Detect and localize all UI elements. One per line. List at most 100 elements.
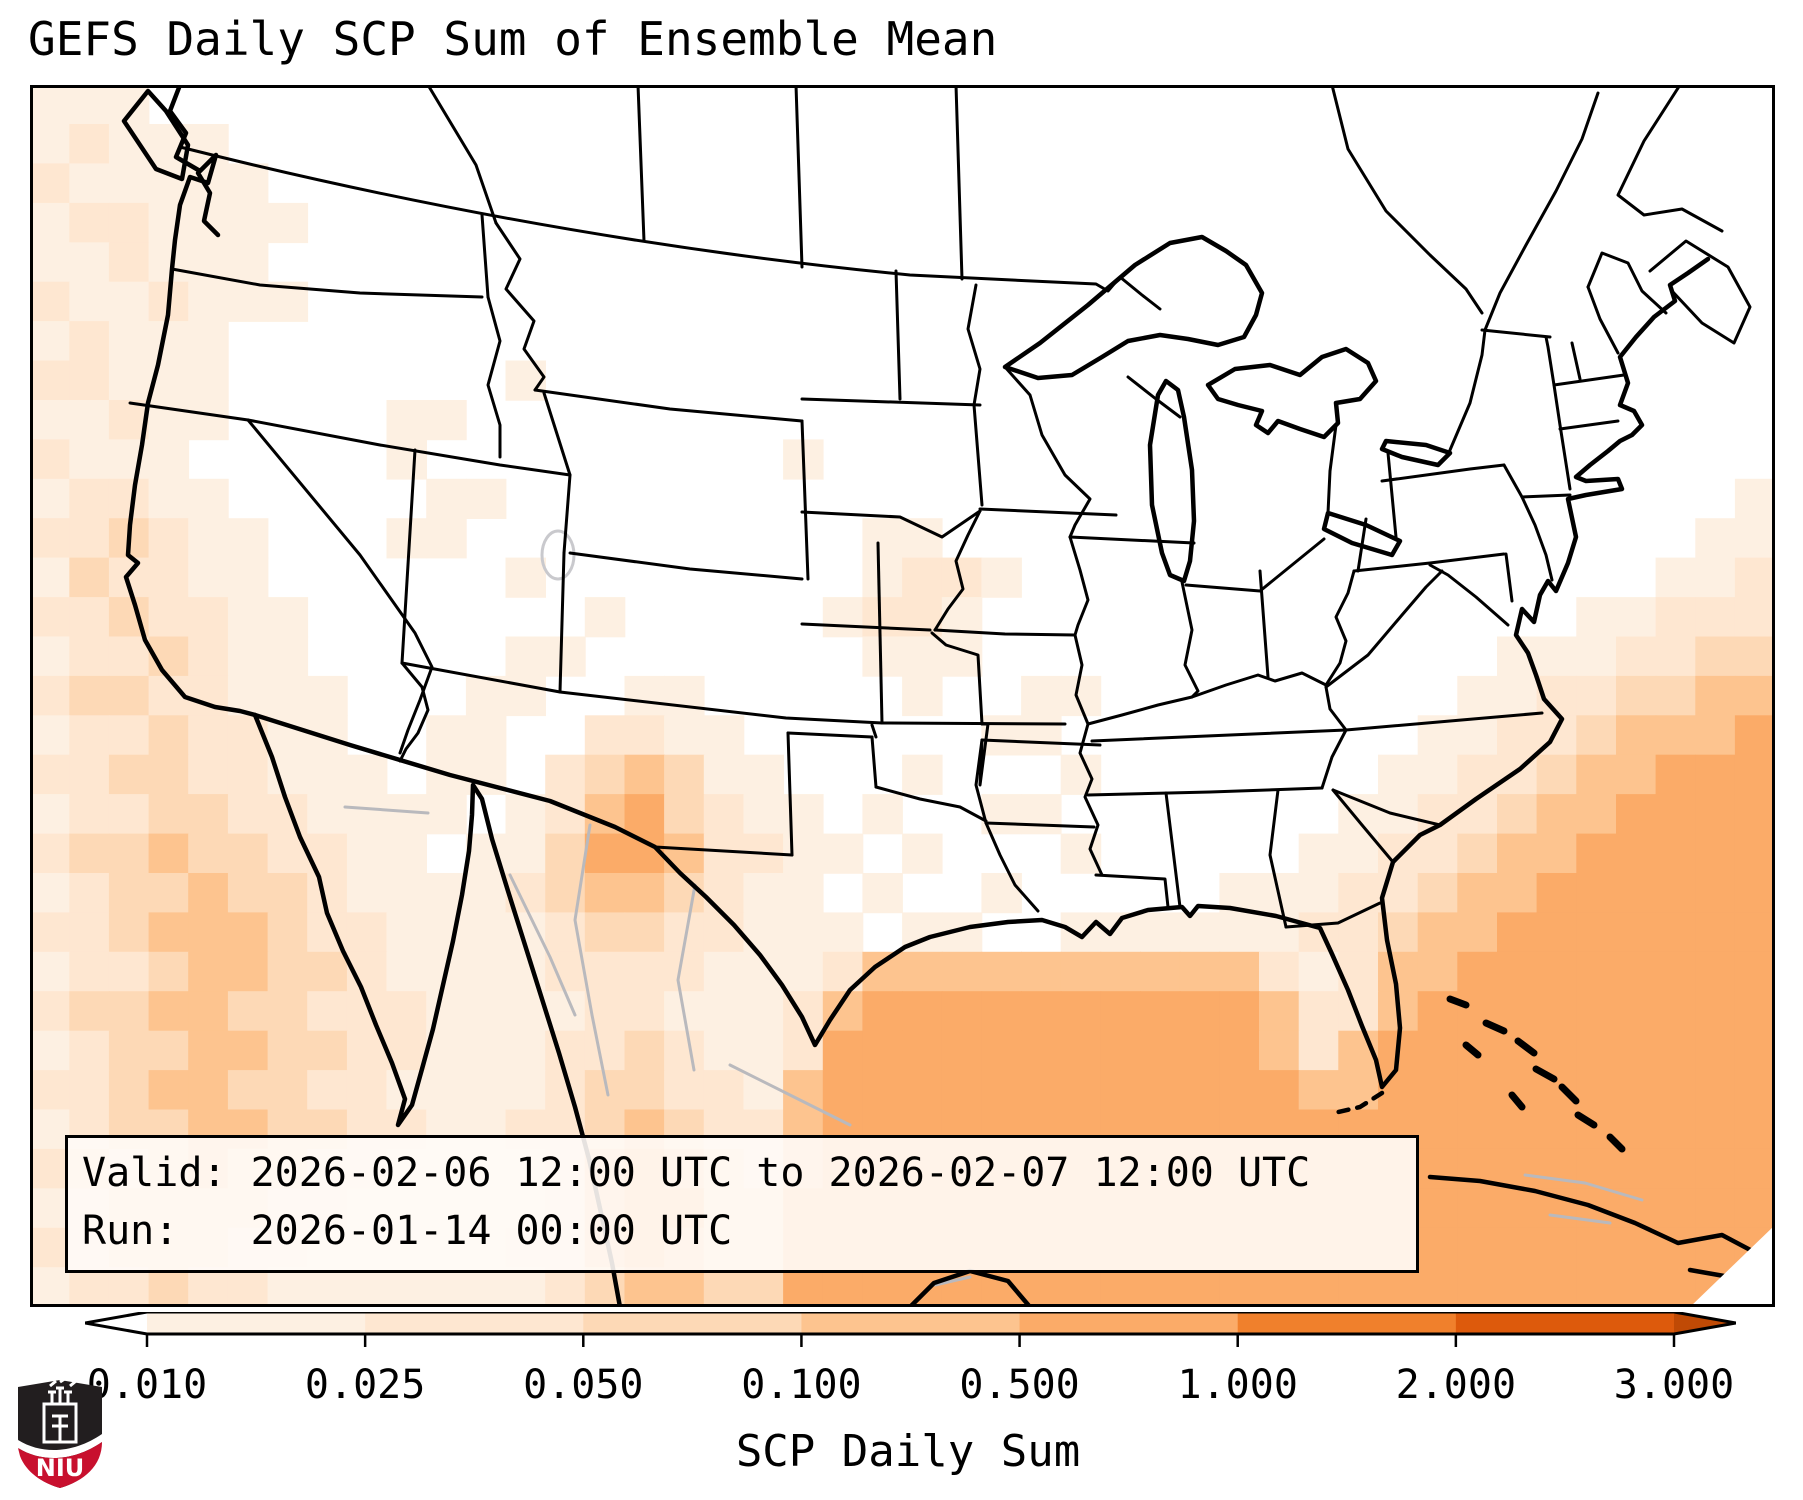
heat-cell: [981, 873, 1022, 914]
heat-cell: [346, 912, 388, 953]
heat-cell: [703, 991, 745, 1032]
heat-cell: [426, 1267, 467, 1307]
heat-cell: [267, 951, 309, 992]
heat-cell: [386, 794, 427, 835]
heat-cell: [1695, 1227, 1736, 1268]
heat-cell: [1179, 1267, 1221, 1307]
heat-cell: [465, 991, 507, 1032]
heat-cell: [624, 951, 665, 992]
heat-cell: [1695, 951, 1736, 992]
heat-cell: [30, 833, 71, 874]
heat-cell: [1576, 754, 1617, 795]
heat-cell: [1695, 1109, 1736, 1150]
heat-cell: [505, 1267, 546, 1307]
heat-cell: [1497, 951, 1538, 992]
heat-cell: [188, 478, 229, 519]
heat-cell: [465, 912, 507, 953]
heat-cell: [703, 715, 745, 756]
heat-cell: [108, 360, 150, 401]
heat-cell: [1734, 1148, 1775, 1190]
heat-cell: [1060, 1030, 1102, 1071]
heat-cell: [108, 754, 150, 795]
heat-cell: [783, 1267, 824, 1307]
colorbar-segments: [147, 1312, 1675, 1334]
heat-cell: [69, 715, 110, 756]
heat-cell: [1616, 1030, 1657, 1071]
heat-cell: [703, 833, 745, 874]
heat-cell: [465, 1070, 507, 1111]
heat-cell: [584, 912, 626, 953]
heat-cell: [30, 1070, 71, 1111]
heat-cell: [1655, 1070, 1697, 1111]
heat-cell: [1417, 1070, 1459, 1111]
heat-cell: [1100, 991, 1141, 1032]
heat-cell: [862, 991, 903, 1032]
heat-cell: [743, 912, 784, 953]
map-panel: Valid: 2026-02-06 12:00 UTC to 2026-02-0…: [30, 85, 1775, 1307]
heat-cell: [426, 794, 467, 835]
heat-cell: [188, 597, 229, 638]
heat-cell: [108, 202, 150, 244]
heat-cell: [1734, 1188, 1775, 1229]
heat-cell: [1616, 636, 1657, 677]
heat-cell: [426, 715, 467, 756]
heat-cell: [1140, 991, 1181, 1032]
heat-cell: [1457, 794, 1498, 835]
heat-cell: [346, 833, 388, 874]
heat-cell: [1734, 754, 1775, 795]
heat-cell: [1497, 675, 1538, 717]
heat-cell: [902, 518, 943, 559]
heat-cell: [664, 675, 705, 717]
heat-cell: [69, 557, 110, 598]
heat-cell: [1179, 951, 1221, 992]
heat-cell: [822, 1267, 864, 1307]
heat-cell: [69, 400, 110, 441]
heat-cell: [69, 518, 110, 559]
heat-cell: [69, 321, 110, 362]
heat-cell: [426, 400, 467, 441]
bahamas-islands: [1446, 995, 1626, 1153]
heat-cell: [783, 912, 824, 953]
heat-cell: [386, 991, 427, 1032]
heat-cell: [862, 636, 903, 677]
heat-cell: [108, 321, 150, 362]
heat-cell: [148, 478, 190, 519]
heat-cell: [188, 754, 229, 795]
heat-cell: [1695, 754, 1736, 795]
heat-cell: [227, 991, 269, 1032]
heat-cell: [1655, 597, 1697, 638]
heat-cell: [1378, 1070, 1419, 1111]
heat-cell: [307, 991, 348, 1032]
heat-cell: [1655, 833, 1697, 874]
heat-cell: [624, 715, 665, 756]
heat-cell: [1100, 1267, 1141, 1307]
heat-cell: [862, 557, 903, 598]
heat-cell: [1259, 951, 1300, 992]
heat-cell: [227, 597, 269, 638]
heat-cell: [69, 636, 110, 677]
heat-cell: [148, 715, 190, 756]
heat-cell: [1497, 873, 1538, 914]
colorbar-segment: [365, 1312, 584, 1334]
heat-cell: [1695, 715, 1736, 756]
heat-cell: [1734, 675, 1775, 717]
heat-cell: [1021, 1267, 1062, 1307]
heat-cell: [624, 912, 665, 953]
heat-cell: [307, 1267, 348, 1307]
heat-cell: [1655, 991, 1697, 1032]
heat-cell: [1021, 1070, 1062, 1111]
lake-huron: [1205, 346, 1379, 440]
heat-cell: [1695, 636, 1736, 677]
heat-cell: [664, 1070, 705, 1111]
heat-cell: [188, 400, 229, 441]
heat-cell: [188, 833, 229, 874]
heat-cell: [227, 833, 269, 874]
us-map: [30, 85, 1775, 1307]
heat-cell: [30, 951, 71, 992]
heat-cell: [30, 991, 71, 1032]
heat-cell: [188, 912, 229, 953]
heat-cell: [69, 754, 110, 795]
heat-cell: [465, 478, 507, 519]
heat-cell: [1655, 1030, 1697, 1071]
heat-cell: [267, 991, 309, 1032]
